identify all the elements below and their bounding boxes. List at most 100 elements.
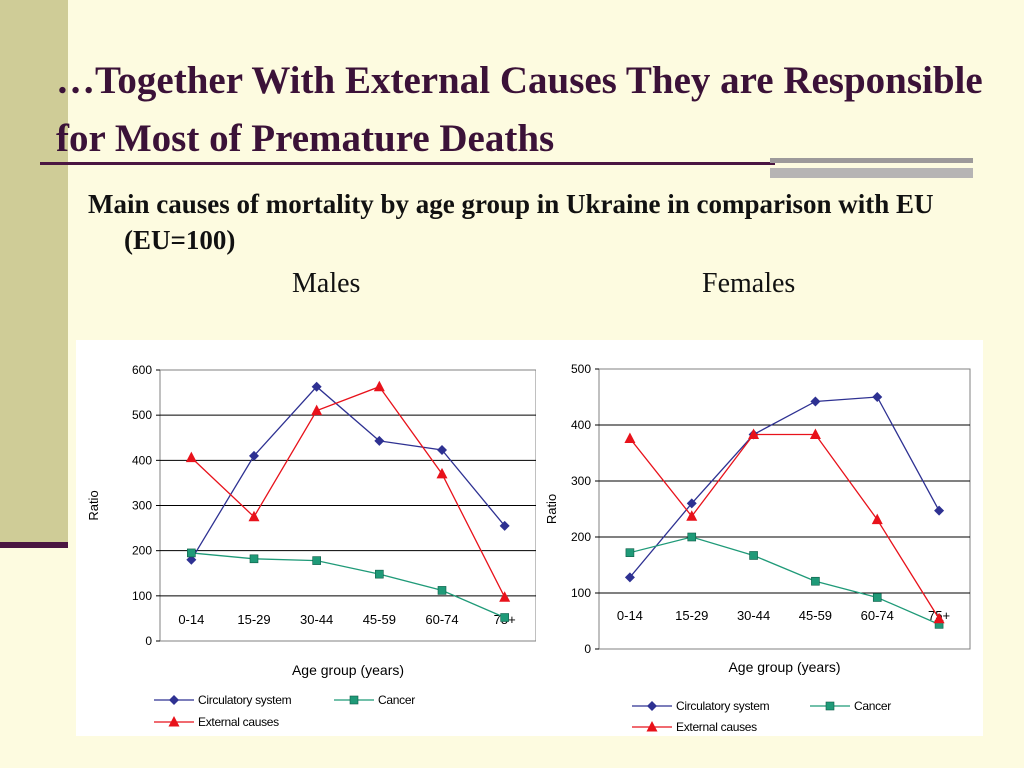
males-series-cancer bbox=[187, 548, 509, 622]
females-point-cancer bbox=[749, 551, 758, 560]
males-point-cancer bbox=[249, 554, 259, 564]
males-x-tick-label: 30-44 bbox=[300, 612, 333, 627]
males-line-cancer bbox=[191, 552, 505, 619]
females-legend-marker-cancer bbox=[825, 701, 835, 711]
males-x-tick-label: 15-29 bbox=[237, 612, 270, 627]
females-point-cancer bbox=[811, 576, 820, 586]
males-legend-label-circulatory-system: Circulatory system bbox=[198, 693, 292, 707]
males-point-external-causes bbox=[248, 510, 260, 522]
females-y-tick-label: 200 bbox=[571, 530, 591, 544]
males-legend: Circulatory system Cancer External causes bbox=[154, 693, 415, 729]
females-chart: 0 100 200 300 400 500 0-14 15-29 30-44 45-59 60-74… bbox=[544, 362, 971, 734]
females-point-circulatory-system bbox=[686, 498, 697, 509]
females-x-axis-label: Age group (years) bbox=[728, 659, 840, 675]
males-y-tick-label: 0 bbox=[145, 634, 152, 648]
males-line-external-causes bbox=[190, 385, 506, 598]
females-plot-area bbox=[598, 368, 971, 650]
females-legend-item-cancer: Cancer bbox=[810, 699, 891, 713]
males-x-axis-label: Age group (years) bbox=[292, 662, 404, 678]
males-x-tick-label: 45-59 bbox=[363, 612, 396, 627]
females-point-cancer bbox=[625, 548, 635, 557]
females-legend: Circulatory system Cancer External causes bbox=[632, 699, 891, 734]
males-point-circulatory-system bbox=[249, 450, 259, 461]
title-divider bbox=[40, 162, 775, 165]
females-point-circulatory-system bbox=[872, 392, 883, 402]
males-legend-item-cancer: Cancer bbox=[334, 693, 415, 707]
left-accent-bar bbox=[0, 0, 68, 548]
chart-subtitle: Main causes of mortality by age group in… bbox=[88, 189, 934, 255]
females-x-tick-label: 15-29 bbox=[675, 608, 708, 623]
females-y-tick-label: 0 bbox=[584, 642, 591, 656]
males-point-cancer bbox=[187, 548, 196, 558]
males-point-external-causes bbox=[185, 451, 197, 463]
males-point-external-causes bbox=[499, 591, 511, 602]
males-y-tick-label: 300 bbox=[132, 499, 152, 513]
slide-title: …Together With External Causes They are … bbox=[56, 59, 983, 160]
females-point-circulatory-system bbox=[624, 572, 635, 583]
males-point-external-causes bbox=[436, 467, 448, 479]
males-point-cancer bbox=[437, 586, 447, 595]
males-point-circulatory-system bbox=[499, 520, 510, 531]
females-point-external-causes bbox=[871, 513, 883, 525]
males-point-cancer bbox=[500, 613, 509, 622]
females-legend-item-circulatory-system: Circulatory system bbox=[632, 699, 770, 713]
females-point-cancer bbox=[687, 532, 697, 542]
males-legend-marker-circulatory-system bbox=[169, 695, 179, 705]
females-y-tick-label: 300 bbox=[571, 474, 591, 488]
females-x-tick-label: 0-14 bbox=[617, 608, 643, 623]
females-chart-panel: 0 100 200 300 400 500 0-14 15-29 30-44 45-59 60-74… bbox=[536, 340, 983, 736]
females-point-external-causes bbox=[624, 432, 636, 443]
females-y-tick-label: 500 bbox=[571, 362, 591, 376]
males-y-tick-label: 400 bbox=[132, 453, 152, 467]
males-legend-marker-external-causes bbox=[168, 716, 180, 727]
females-point-external-causes bbox=[809, 428, 821, 440]
females-x-tick-label: 60-74 bbox=[861, 608, 894, 623]
females-y-tick-label: 100 bbox=[571, 586, 591, 600]
males-y-tick-label: 500 bbox=[132, 408, 152, 422]
males-line-circulatory-system bbox=[190, 385, 506, 561]
males-y-tick-label: 100 bbox=[132, 589, 152, 603]
females-series-circulatory-system bbox=[624, 392, 945, 583]
males-point-external-causes bbox=[311, 404, 323, 416]
females-point-external-causes bbox=[686, 510, 698, 521]
males-y-tick-label: 200 bbox=[132, 544, 152, 558]
females-legend-label-external-causes: External causes bbox=[676, 720, 757, 734]
females-series-cancer bbox=[625, 532, 944, 629]
males-chart: 0 100 200 300 400 500 600 0-14 15-29 30-44 45-59 60… bbox=[86, 363, 537, 729]
males-point-circulatory-system bbox=[311, 381, 322, 392]
males-y-axis-label: Ratio bbox=[86, 490, 101, 520]
males-series-external-causes bbox=[185, 380, 511, 602]
females-y-axis-label: Ratio bbox=[544, 494, 559, 524]
males-point-cancer bbox=[375, 569, 384, 579]
females-series-external-causes bbox=[624, 428, 945, 624]
males-label: Males bbox=[292, 268, 361, 299]
females-legend-label-cancer: Cancer bbox=[854, 699, 891, 713]
males-x-tick-label: 60-74 bbox=[425, 612, 458, 627]
title-divider-gray bbox=[770, 158, 973, 163]
males-legend-item-circulatory-system: Circulatory system bbox=[154, 693, 292, 707]
males-point-cancer bbox=[312, 556, 321, 565]
females-point-circulatory-system bbox=[810, 396, 821, 407]
females-point-cancer bbox=[872, 593, 882, 602]
females-legend-marker-external-causes bbox=[646, 721, 658, 732]
left-accent-rule bbox=[0, 542, 68, 548]
males-legend-marker-cancer bbox=[349, 695, 359, 705]
females-y-tick-label: 400 bbox=[571, 418, 591, 432]
females-point-circulatory-system bbox=[934, 505, 945, 516]
females-legend-item-external-causes: External causes bbox=[632, 720, 757, 734]
males-chart-panel: 0 100 200 300 400 500 600 0-14 15-29 30-44 45-59 60… bbox=[76, 340, 541, 736]
females-line-circulatory-system bbox=[629, 396, 940, 578]
females-legend-label-circulatory-system: Circulatory system bbox=[676, 699, 770, 713]
females-line-external-causes bbox=[629, 433, 940, 620]
males-legend-label-external-causes: External causes bbox=[198, 715, 279, 729]
males-legend-label-cancer: Cancer bbox=[378, 693, 415, 707]
females-line-cancer bbox=[629, 536, 940, 625]
males-x-tick-label: 0-14 bbox=[178, 612, 204, 627]
females-x-tick-label: 30-44 bbox=[737, 608, 770, 623]
females-point-external-causes bbox=[933, 612, 945, 624]
females-label: Females bbox=[702, 268, 796, 299]
females-point-external-causes bbox=[748, 428, 760, 440]
males-point-circulatory-system bbox=[437, 444, 447, 455]
females-legend-marker-circulatory-system bbox=[647, 701, 657, 711]
males-point-circulatory-system bbox=[374, 435, 385, 446]
